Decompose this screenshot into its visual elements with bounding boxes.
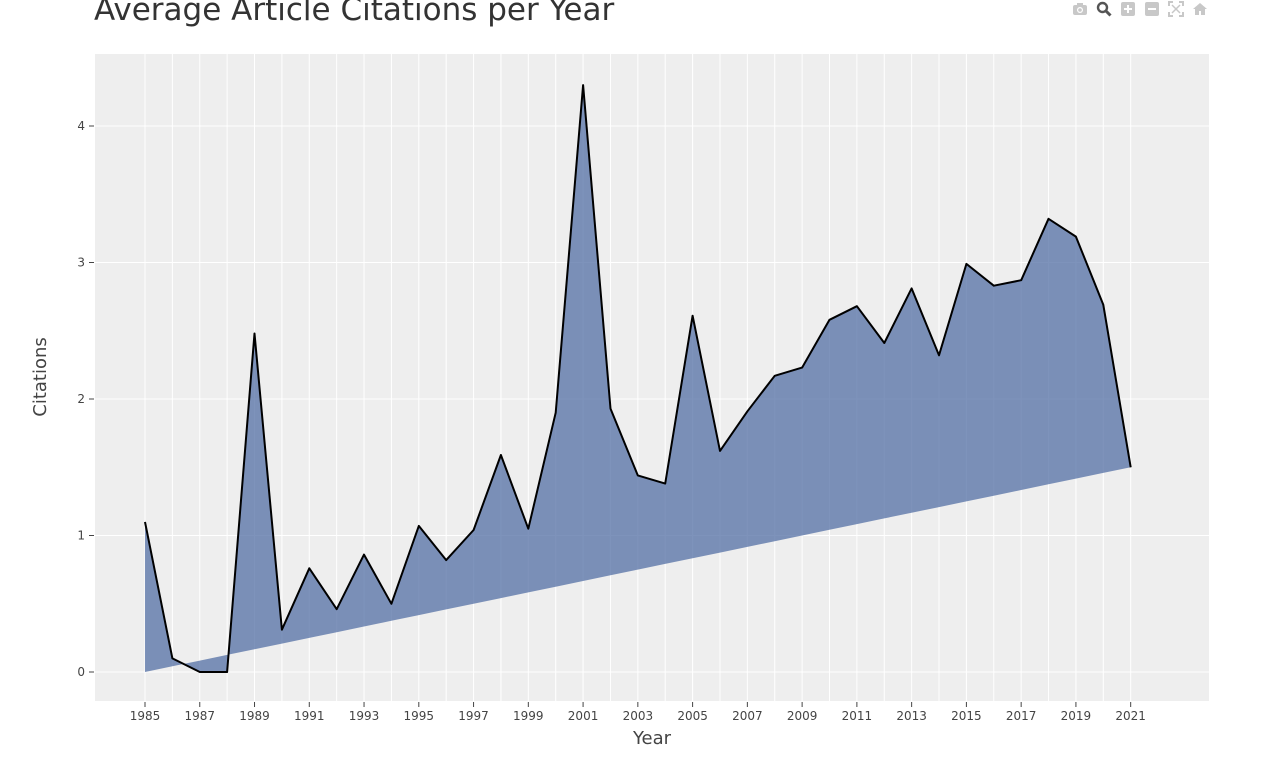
data-point[interactable] xyxy=(1072,233,1080,241)
x-axis: 1985 1987 1989 1991 1993 1995 1997 1999 2001 2003… xyxy=(130,702,1146,723)
data-point[interactable] xyxy=(442,556,450,564)
data-point[interactable] xyxy=(826,316,834,324)
data-point[interactable] xyxy=(305,564,313,572)
x-tick-label: 1989 xyxy=(239,709,270,723)
data-point[interactable] xyxy=(497,451,505,459)
y-axis-title: Citations xyxy=(30,337,51,417)
x-tick-label: 2021 xyxy=(1115,709,1146,723)
data-point[interactable] xyxy=(880,339,888,347)
data-point[interactable] xyxy=(387,600,395,608)
data-point[interactable] xyxy=(990,282,998,290)
data-point[interactable] xyxy=(962,260,970,268)
y-tick-label: 1 xyxy=(77,529,85,543)
modebar xyxy=(1070,0,1210,18)
data-point[interactable] xyxy=(579,81,587,89)
data-point[interactable] xyxy=(853,302,861,310)
zoom-icon[interactable] xyxy=(1094,0,1114,18)
series-line xyxy=(144,84,1132,673)
x-tick-label: 2007 xyxy=(732,709,763,723)
x-tick-label: 1995 xyxy=(404,709,435,723)
data-point[interactable] xyxy=(661,480,669,488)
area-fill xyxy=(145,85,1131,673)
data-point[interactable] xyxy=(196,668,204,676)
data-point[interactable] xyxy=(606,405,614,413)
home-icon[interactable] xyxy=(1190,0,1210,18)
data-point[interactable] xyxy=(689,312,697,320)
data-point[interactable] xyxy=(798,364,806,372)
chart-title: Average Article Citations per Year xyxy=(94,0,615,28)
data-point[interactable] xyxy=(415,522,423,530)
y-tick-label: 3 xyxy=(77,256,85,270)
camera-icon[interactable] xyxy=(1070,0,1090,18)
x-tick-label: 1999 xyxy=(513,709,544,723)
data-point[interactable] xyxy=(716,447,724,455)
data-point[interactable] xyxy=(552,409,560,417)
x-tick-label: 2013 xyxy=(896,709,927,723)
data-point[interactable] xyxy=(360,551,368,559)
x-tick-label: 2009 xyxy=(787,709,818,723)
x-tick-label: 2005 xyxy=(677,709,708,723)
data-point[interactable] xyxy=(470,526,478,534)
zoom-in-icon[interactable] xyxy=(1118,0,1138,18)
data-point[interactable] xyxy=(1017,276,1025,284)
data-point[interactable] xyxy=(278,626,286,634)
x-tick-label: 1997 xyxy=(458,709,489,723)
y-tick-label: 4 xyxy=(77,119,85,133)
data-point[interactable] xyxy=(168,654,176,662)
x-tick-label: 2001 xyxy=(568,709,599,723)
x-tick-label: 2003 xyxy=(623,709,654,723)
x-tick-label: 2015 xyxy=(951,709,982,723)
data-point[interactable] xyxy=(908,284,916,292)
series-layer xyxy=(141,81,1135,676)
x-tick-label: 2019 xyxy=(1061,709,1092,723)
data-point[interactable] xyxy=(223,668,231,676)
data-point[interactable] xyxy=(1099,301,1107,309)
x-tick-label: 2011 xyxy=(842,709,873,723)
x-tick-label: 2017 xyxy=(1006,709,1037,723)
y-tick-label: 0 xyxy=(77,665,85,679)
data-point[interactable] xyxy=(935,351,943,359)
data-point[interactable] xyxy=(1045,215,1053,223)
y-tick-label: 2 xyxy=(77,392,85,406)
data-point[interactable] xyxy=(743,407,751,415)
autoscale-icon[interactable] xyxy=(1166,0,1186,18)
data-point[interactable] xyxy=(634,471,642,479)
x-tick-label: 1991 xyxy=(294,709,325,723)
x-tick-label: 1987 xyxy=(184,709,215,723)
x-tick-label: 1993 xyxy=(349,709,380,723)
x-tick-label: 1985 xyxy=(130,709,161,723)
data-point[interactable] xyxy=(333,605,341,613)
data-point[interactable] xyxy=(251,329,259,337)
data-point[interactable] xyxy=(1127,463,1135,471)
y-axis: 0 1 2 3 4 xyxy=(77,119,94,679)
data-point[interactable] xyxy=(141,518,149,526)
x-axis-title: Year xyxy=(632,728,672,749)
zoom-out-icon[interactable] xyxy=(1142,0,1162,18)
data-point[interactable] xyxy=(524,525,532,533)
data-point[interactable] xyxy=(771,372,779,380)
